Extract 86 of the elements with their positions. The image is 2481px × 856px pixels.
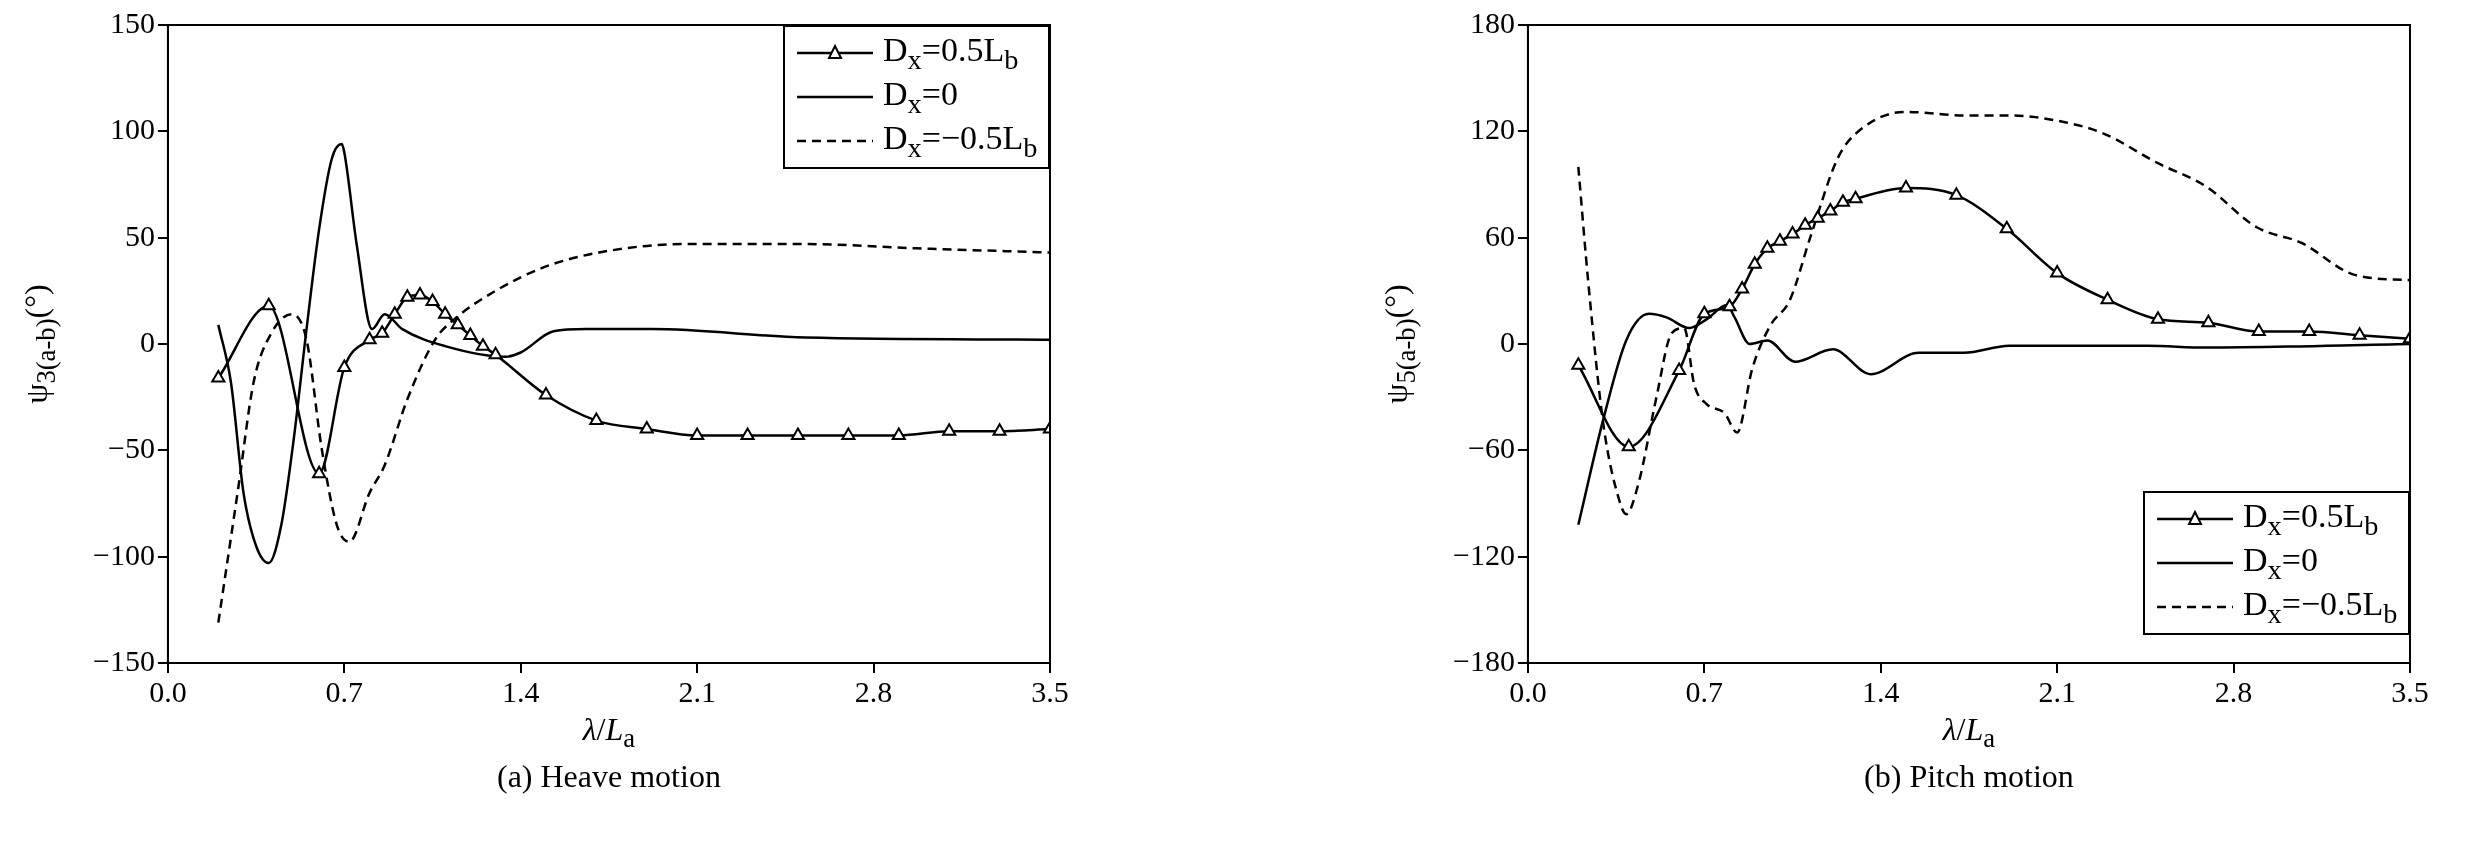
point <box>211 370 226 383</box>
y-tick-label: 120 <box>1469 112 1515 146</box>
point <box>1848 190 1863 204</box>
point <box>841 427 856 440</box>
point <box>375 325 390 338</box>
point <box>387 306 402 319</box>
point <box>1760 240 1775 253</box>
x-axis-title: λ/L$_{a}$ <box>581 711 637 755</box>
x-axis-title: λ/L$_{a}$ <box>1941 711 1997 755</box>
x-tick-label: 0.0 <box>1509 674 1547 708</box>
legend-label: D$_{x}$=−0.5L$_{b}$ <box>883 118 1038 164</box>
y-tick-label: 60 <box>1484 218 1515 252</box>
point <box>1571 357 1586 370</box>
point <box>639 421 654 434</box>
point <box>2302 323 2317 337</box>
point <box>2100 291 2115 305</box>
point <box>790 427 806 440</box>
point <box>1722 298 1737 312</box>
y-tick-label: −150 <box>93 643 155 677</box>
text: (a) Heave motion <box>496 758 722 795</box>
point <box>488 346 503 360</box>
legend-label: D$_{x}$=−0.5L$_{b}$ <box>2243 584 2398 630</box>
x-tick-label: 2.8 <box>2214 674 2253 708</box>
y-tick-label: 150 <box>109 5 155 39</box>
y-tick-label: 100 <box>109 112 155 146</box>
point <box>942 423 957 436</box>
point <box>1672 362 1687 376</box>
y-tick-label: 180 <box>1469 5 1515 39</box>
point <box>1898 180 1914 193</box>
x-tick-label: 1.4 <box>502 674 540 708</box>
y-tick-label: −120 <box>1453 537 1515 571</box>
point <box>1621 438 1636 452</box>
point <box>450 316 465 330</box>
x-tick-label: 3.5 <box>2391 674 2429 708</box>
point <box>1785 226 1800 239</box>
point <box>1949 187 1964 200</box>
x-tick-label: 3.5 <box>1031 674 1069 708</box>
point <box>992 423 1007 436</box>
point <box>412 287 427 300</box>
x-tick-label: 2.1 <box>2038 674 2076 708</box>
x-tick-label: 0.7 <box>325 674 364 708</box>
point <box>400 289 415 302</box>
point <box>463 327 478 340</box>
point <box>1747 256 1762 269</box>
x-tick-label: 2.1 <box>678 674 716 708</box>
legend-label: D$_{x}$=0 <box>883 74 958 120</box>
point <box>1697 305 1712 319</box>
x-tick-label: 2.8 <box>854 674 893 708</box>
point <box>438 306 453 319</box>
legend-label: D$_{x}$=0.5L$_{b}$ <box>883 30 1019 76</box>
y-tick-label: −50 <box>108 431 155 465</box>
point <box>2201 314 2216 328</box>
point <box>891 427 906 440</box>
point <box>690 427 705 440</box>
y-tick-label: 0 <box>1499 324 1515 358</box>
point <box>1835 194 1851 207</box>
legend-label: D$_{x}$=0 <box>2243 540 2318 586</box>
point <box>740 427 755 440</box>
y-tick-label: −60 <box>1468 431 1515 465</box>
legend-label: D$_{x}$=0.5L$_{b}$ <box>2243 496 2379 542</box>
y-tick-label: −100 <box>93 537 155 571</box>
point <box>1772 233 1787 246</box>
x-tick-label: 1.4 <box>1862 674 1900 708</box>
point <box>362 331 377 345</box>
point <box>312 465 327 479</box>
point <box>538 387 554 400</box>
point <box>589 412 604 426</box>
point <box>2050 265 2065 278</box>
point <box>2251 323 2266 337</box>
point <box>1999 220 2014 234</box>
point <box>425 293 440 306</box>
point <box>2150 311 2166 324</box>
y-tick-label: −180 <box>1453 643 1515 677</box>
point <box>1810 210 1825 223</box>
x-tick-label: 0.7 <box>1685 674 1724 708</box>
y-tick-label: 50 <box>124 218 155 252</box>
point <box>337 359 352 372</box>
point <box>261 297 276 311</box>
point <box>475 338 491 351</box>
point <box>1798 217 1813 230</box>
x-tick-label: 0.0 <box>149 674 187 708</box>
point <box>1735 281 1750 294</box>
y-tick-label: 0 <box>139 324 155 358</box>
text: (b) Pitch motion <box>1863 758 2075 795</box>
point <box>2352 327 2367 340</box>
point <box>1823 203 1838 216</box>
